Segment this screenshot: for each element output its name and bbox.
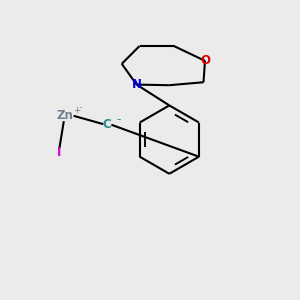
Text: N: N [132,78,142,91]
Text: O: O [200,54,210,67]
Text: ·: · [79,102,83,115]
Text: +: + [73,106,80,115]
Text: -: - [116,113,120,127]
Text: I: I [57,146,62,160]
Text: Zn: Zn [57,109,74,122]
Text: C: C [103,118,111,131]
